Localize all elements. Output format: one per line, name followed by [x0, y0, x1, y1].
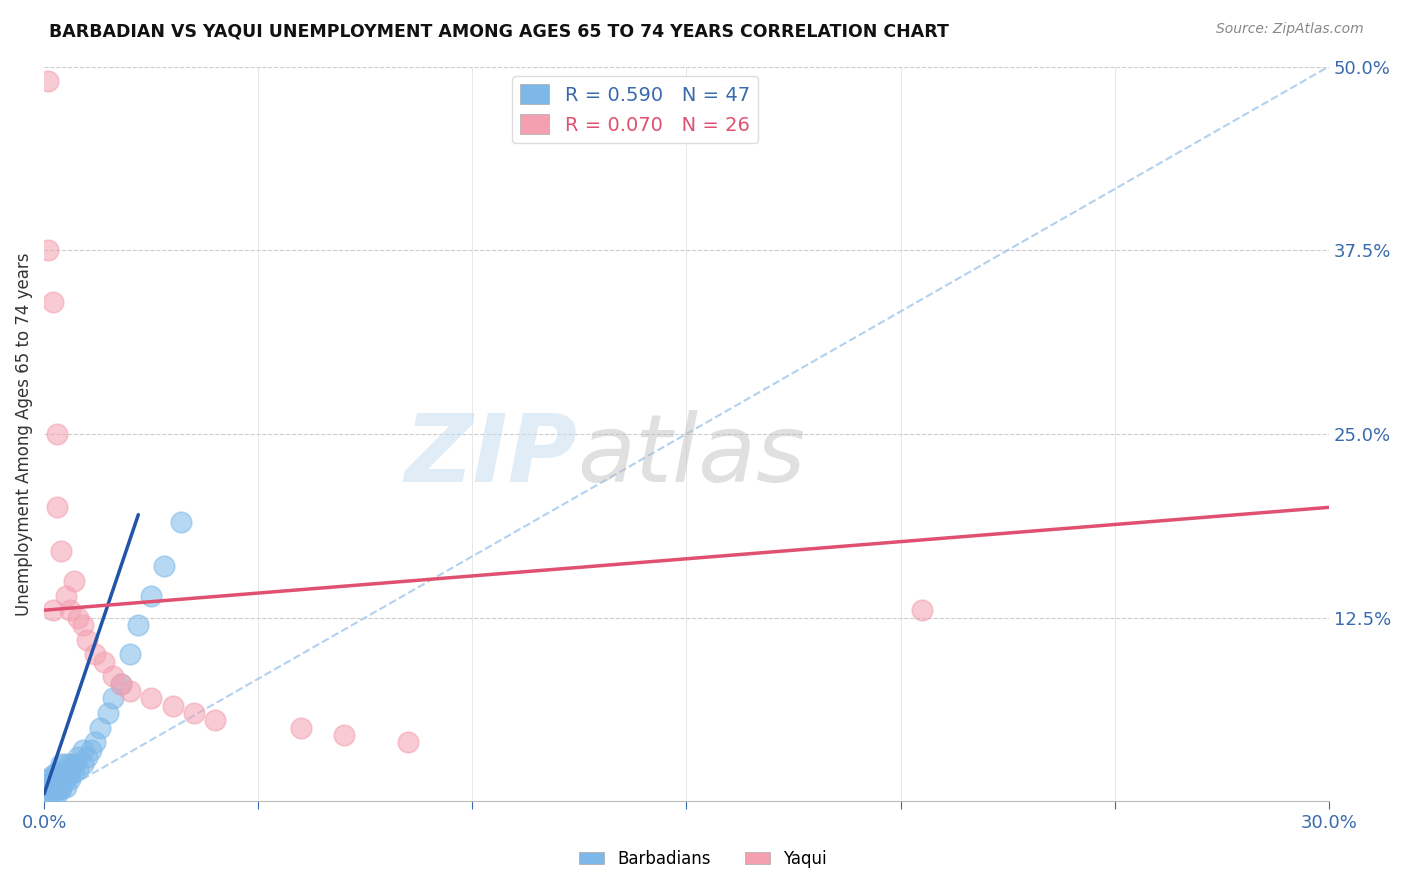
Point — [46, 776, 69, 790]
Point — [59, 603, 82, 617]
Point — [89, 721, 111, 735]
Point — [127, 618, 149, 632]
Point — [41, 776, 63, 790]
Point — [46, 764, 69, 779]
Point — [55, 757, 77, 772]
Point — [162, 698, 184, 713]
Point — [37, 74, 59, 88]
Point — [55, 780, 77, 794]
Point — [72, 743, 94, 757]
Point — [333, 728, 356, 742]
Point — [290, 721, 312, 735]
Point — [67, 610, 90, 624]
Point — [37, 776, 59, 790]
Point — [118, 684, 141, 698]
Point — [67, 762, 90, 776]
Point — [170, 515, 193, 529]
Point — [84, 735, 107, 749]
Point — [41, 787, 63, 801]
Point — [141, 589, 163, 603]
Point — [80, 743, 103, 757]
Point — [46, 782, 69, 797]
Point — [396, 735, 419, 749]
Point — [41, 780, 63, 794]
Point — [63, 574, 86, 588]
Point — [37, 787, 59, 801]
Point — [183, 706, 205, 720]
Point — [41, 772, 63, 787]
Point — [55, 764, 77, 779]
Point — [55, 772, 77, 787]
Legend: Barbadians, Yaqui: Barbadians, Yaqui — [572, 844, 834, 875]
Point — [911, 603, 934, 617]
Point — [37, 244, 59, 258]
Point — [59, 764, 82, 779]
Point — [46, 780, 69, 794]
Point — [110, 676, 132, 690]
Legend: R = 0.590   N = 47, R = 0.070   N = 26: R = 0.590 N = 47, R = 0.070 N = 26 — [512, 77, 758, 143]
Text: atlas: atlas — [578, 410, 806, 501]
Point — [46, 500, 69, 515]
Point — [72, 618, 94, 632]
Point — [41, 294, 63, 309]
Point — [101, 691, 124, 706]
Point — [41, 768, 63, 782]
Point — [51, 782, 73, 797]
Point — [51, 757, 73, 772]
Point — [41, 782, 63, 797]
Text: BARBADIAN VS YAQUI UNEMPLOYMENT AMONG AGES 65 TO 74 YEARS CORRELATION CHART: BARBADIAN VS YAQUI UNEMPLOYMENT AMONG AG… — [49, 22, 949, 40]
Point — [37, 782, 59, 797]
Point — [67, 750, 90, 764]
Point — [51, 780, 73, 794]
Point — [41, 603, 63, 617]
Point — [110, 676, 132, 690]
Point — [51, 772, 73, 787]
Point — [84, 648, 107, 662]
Point — [76, 632, 98, 647]
Y-axis label: Unemployment Among Ages 65 to 74 years: Unemployment Among Ages 65 to 74 years — [15, 252, 32, 615]
Point — [37, 772, 59, 787]
Point — [51, 764, 73, 779]
Point — [101, 669, 124, 683]
Point — [55, 589, 77, 603]
Point — [37, 780, 59, 794]
Point — [72, 757, 94, 772]
Point — [51, 544, 73, 558]
Point — [59, 772, 82, 787]
Point — [97, 706, 120, 720]
Text: Source: ZipAtlas.com: Source: ZipAtlas.com — [1216, 22, 1364, 37]
Point — [63, 764, 86, 779]
Point — [153, 559, 176, 574]
Point — [204, 714, 226, 728]
Point — [141, 691, 163, 706]
Point — [46, 772, 69, 787]
Point — [93, 655, 115, 669]
Point — [63, 757, 86, 772]
Point — [46, 787, 69, 801]
Point — [118, 648, 141, 662]
Point — [59, 757, 82, 772]
Text: ZIP: ZIP — [405, 410, 578, 502]
Point — [76, 750, 98, 764]
Point — [46, 426, 69, 441]
